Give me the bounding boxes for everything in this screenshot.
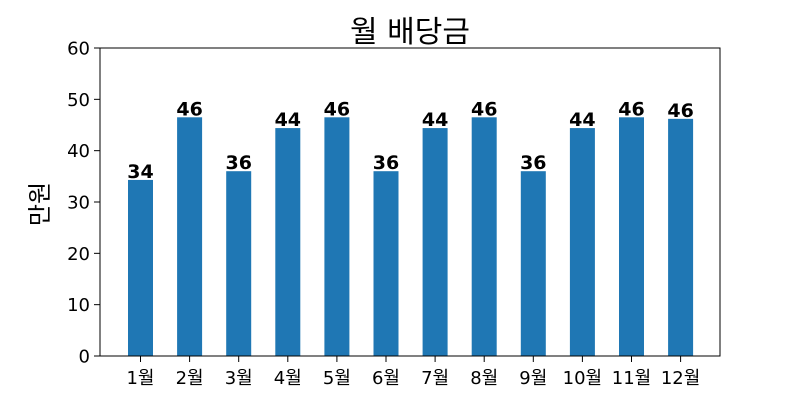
bar <box>422 128 448 356</box>
plot-frame <box>99 47 721 357</box>
bar <box>275 128 301 356</box>
bar-value-label: 46 <box>618 98 644 120</box>
bar-value-label: 46 <box>471 98 497 120</box>
bar <box>128 179 153 356</box>
y-tick-label: 60 <box>67 39 90 60</box>
bar-value-label: 46 <box>176 98 202 120</box>
x-tick-label: 7월 <box>421 368 449 389</box>
bar <box>177 117 203 356</box>
y-axis: 0 10 20 30 40 50 60 <box>67 39 100 368</box>
bar-value-label: 34 <box>127 161 153 183</box>
bar <box>471 117 497 356</box>
bar-value-label: 46 <box>667 100 693 122</box>
bar-value-label: 36 <box>373 152 399 174</box>
x-tick-label: 3월 <box>225 368 253 389</box>
bar-value-label: 44 <box>569 109 595 131</box>
x-tick-label: 1월 <box>126 368 154 389</box>
bar <box>569 128 595 356</box>
x-tick-label: 11월 <box>612 368 651 389</box>
x-tick-label: 12월 <box>661 368 700 389</box>
bar <box>668 118 694 356</box>
chart-title: 월 배당금 <box>350 15 470 50</box>
y-tick-label: 40 <box>67 141 90 162</box>
x-tick-label: 9월 <box>519 368 547 389</box>
bars-group <box>128 117 694 356</box>
y-tick-label: 20 <box>67 244 90 265</box>
bar <box>226 171 252 356</box>
y-tick-label: 50 <box>67 90 90 111</box>
bar-value-label: 36 <box>520 152 546 174</box>
y-axis-title: 만원 <box>26 182 54 226</box>
bar-value-label: 46 <box>324 98 350 120</box>
x-tick-label: 8월 <box>470 368 498 389</box>
bar <box>324 117 350 356</box>
bar <box>373 171 399 356</box>
bar-value-label: 36 <box>225 152 251 174</box>
bar-value-label: 44 <box>275 109 301 131</box>
y-tick-label: 30 <box>67 193 90 214</box>
y-tick-label: 10 <box>67 295 90 316</box>
bar <box>619 117 644 356</box>
data-labels-group: 34 46 36 44 46 36 44 46 36 44 46 46 <box>127 98 694 183</box>
x-tick-label: 10월 <box>563 368 602 389</box>
y-tick-label: 0 <box>79 347 90 368</box>
bar-value-label: 44 <box>422 109 448 131</box>
x-tick-label: 4월 <box>274 368 302 389</box>
x-tick-label: 2월 <box>176 368 204 389</box>
x-tick-label: 5월 <box>323 368 351 389</box>
x-axis: 1월 2월 3월 4월 5월 6월 7월 8월 9월 10월 11월 12월 <box>126 356 700 389</box>
x-tick-label: 6월 <box>372 368 400 389</box>
bar <box>520 171 546 356</box>
